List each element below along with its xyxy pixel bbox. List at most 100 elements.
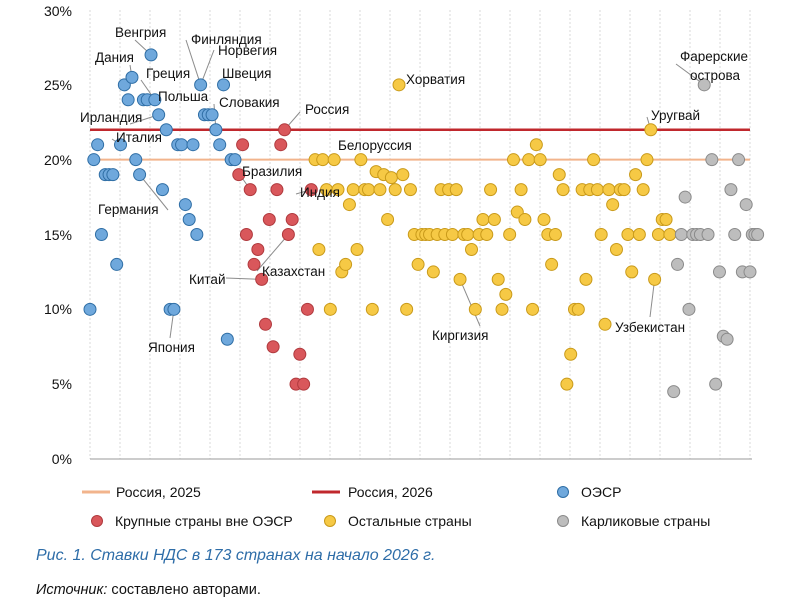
y-tick-label: 30% — [44, 3, 72, 19]
point-dwarf — [705, 153, 719, 167]
y-tick-label: 5% — [52, 376, 72, 392]
point-other — [548, 228, 562, 241]
point-other — [598, 317, 612, 331]
point-oecd — [194, 78, 208, 92]
y-tick-label: 0% — [52, 451, 72, 467]
point-oecd — [129, 153, 143, 167]
point-other — [461, 228, 475, 241]
annotation-label: Уругвай — [651, 108, 700, 123]
source-label: Источник: — [36, 582, 108, 598]
point-other — [594, 228, 608, 241]
point-other — [514, 183, 528, 197]
annotation-label: Финляндия — [191, 32, 262, 47]
annotation-leader-line — [185, 39, 202, 85]
point-other — [495, 302, 509, 316]
point-dwarf — [682, 302, 696, 316]
point-oecd — [175, 138, 189, 152]
point-other — [552, 168, 566, 182]
annotation-label: Дания — [95, 50, 134, 65]
point-other — [445, 228, 459, 241]
point-dwarf — [678, 190, 692, 204]
point-other — [476, 213, 490, 227]
point-large-non-oecd — [297, 377, 311, 391]
point-large-non-oecd — [239, 228, 253, 241]
annotation-label: Хорватия — [406, 72, 465, 87]
point-oecd — [106, 168, 120, 182]
point-other — [327, 153, 341, 167]
point-other — [403, 183, 417, 197]
point-large-non-oecd — [262, 213, 276, 227]
point-oecd — [144, 48, 158, 62]
point-dwarf — [667, 385, 681, 399]
point-dwarf — [739, 198, 753, 212]
point-other — [484, 183, 498, 197]
point-oecd — [121, 93, 135, 107]
annotation-label: Китай — [189, 272, 226, 287]
point-other — [373, 183, 387, 197]
annotation-label: Венгрия — [115, 25, 166, 40]
point-other — [411, 257, 425, 271]
point-other — [506, 153, 520, 167]
point-oecd — [114, 138, 128, 152]
point-dwarf — [732, 153, 746, 167]
point-large-non-oecd — [274, 138, 288, 152]
point-oecd — [94, 228, 108, 241]
point-oecd — [209, 123, 223, 137]
point-other — [648, 272, 662, 286]
point-other — [564, 347, 578, 361]
annotation-label: Белоруссия — [338, 138, 412, 153]
annotation-label: Япония — [148, 340, 195, 355]
y-tick-label: 20% — [44, 152, 72, 168]
point-other — [602, 183, 616, 197]
legend-label-other: Остальные страны — [348, 513, 472, 529]
point-other — [644, 123, 658, 137]
point-other — [392, 78, 406, 92]
point-oecd — [228, 153, 242, 167]
legend-label-russia-2026: Россия, 2026 — [348, 484, 433, 500]
annotation-label: Германия — [98, 202, 159, 217]
legend-label-oecd: ОЭСР — [581, 484, 621, 500]
figure-source: Источник: составлено авторами. — [36, 582, 261, 598]
point-other — [465, 242, 479, 256]
point-other — [663, 228, 677, 241]
legend-marker-large-non-oecd — [91, 515, 103, 527]
point-oecd — [83, 302, 97, 316]
point-other — [587, 153, 601, 167]
annotation-label: Бразилия — [242, 164, 302, 179]
point-dwarf — [724, 183, 738, 197]
point-other — [617, 183, 631, 197]
point-large-non-oecd — [251, 242, 265, 256]
point-other — [571, 302, 585, 316]
point-other — [533, 153, 547, 167]
figure-caption: Рис. 1. Ставки НДС в 173 странах на нача… — [36, 547, 436, 564]
point-other — [560, 377, 574, 391]
point-large-non-oecd — [236, 138, 250, 152]
point-other — [491, 272, 505, 286]
annotation-label: Норвегия — [218, 43, 277, 58]
point-large-non-oecd — [278, 123, 292, 137]
point-oecd — [182, 213, 196, 227]
point-dwarf — [751, 228, 765, 241]
point-large-non-oecd — [255, 272, 269, 286]
annotation-label: Узбекистан — [615, 320, 685, 335]
point-other — [503, 228, 517, 241]
point-other — [537, 213, 551, 227]
point-other — [636, 183, 650, 197]
point-other — [323, 302, 337, 316]
point-other — [659, 213, 673, 227]
point-other — [487, 213, 501, 227]
point-dwarf — [701, 228, 715, 241]
legend-label-large-non-oecd: Крупные страны вне ОЭСР — [115, 513, 293, 529]
data-points — [83, 48, 765, 399]
point-other — [449, 183, 463, 197]
annotation-label: Индия — [300, 185, 340, 200]
point-oecd — [186, 138, 200, 152]
point-other — [556, 183, 570, 197]
point-oecd — [190, 228, 204, 241]
point-oecd — [91, 138, 105, 152]
legend-marker-dwarf — [557, 515, 569, 527]
point-other — [388, 183, 402, 197]
annotation-leader-line — [256, 234, 289, 272]
point-other — [522, 153, 536, 167]
chart-legend: Россия, 2025 Россия, 2026 ОЭСР Крупные с… — [82, 484, 710, 529]
